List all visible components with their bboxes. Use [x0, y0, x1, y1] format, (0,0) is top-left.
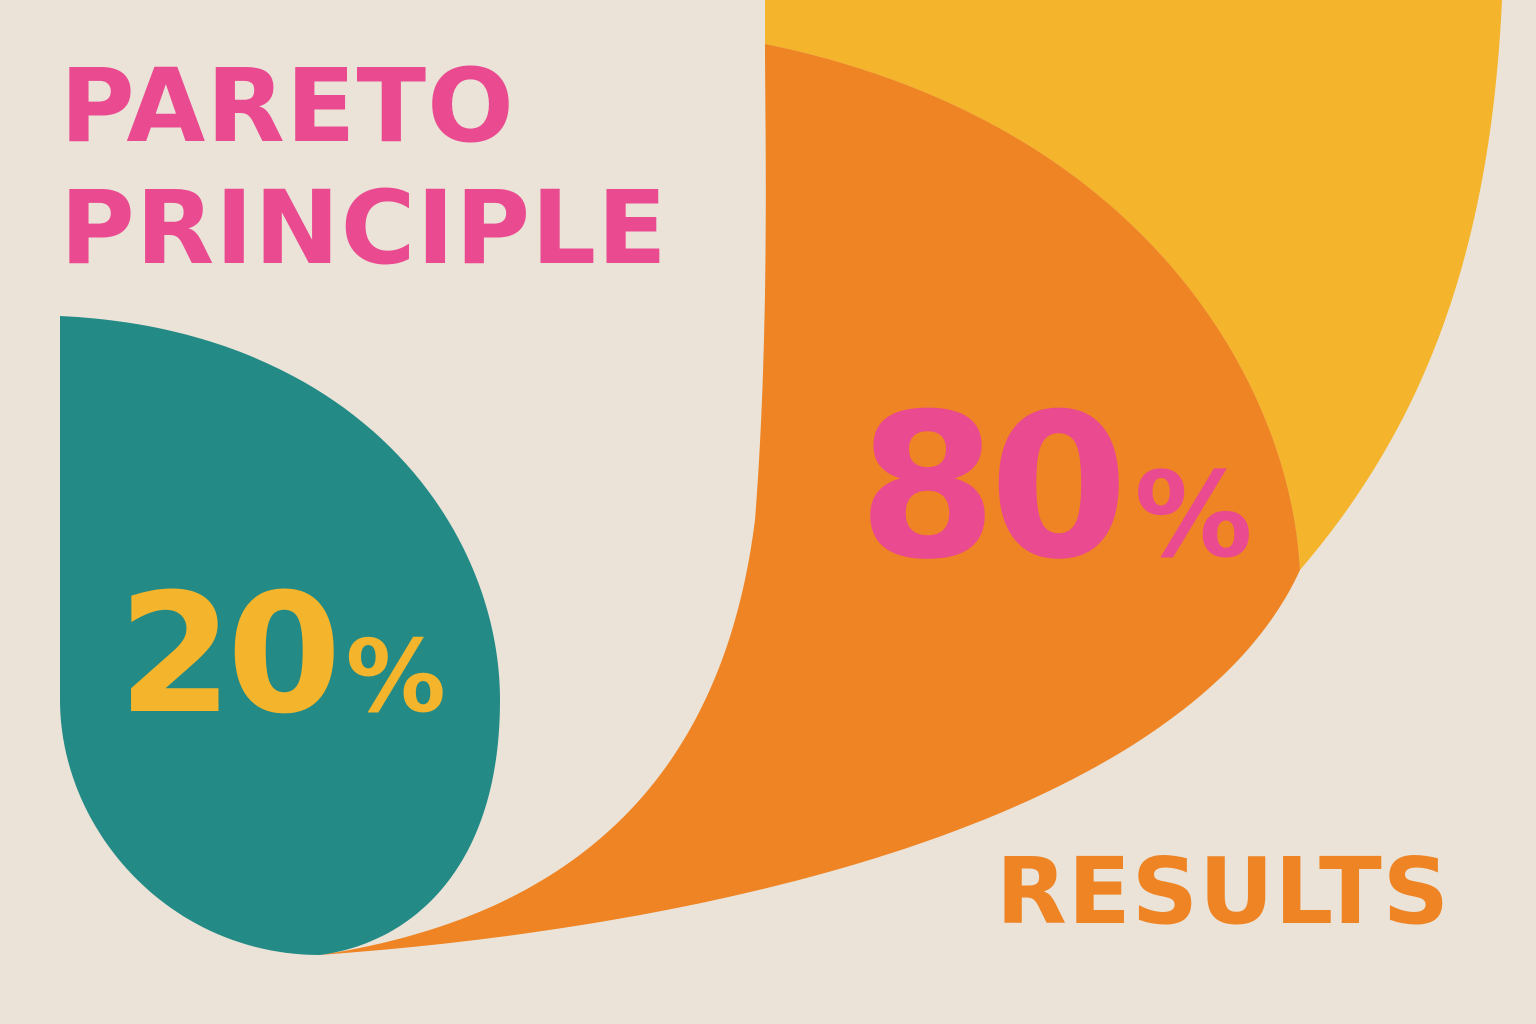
- teal-drop-shape: [60, 316, 500, 955]
- eighty-percent-symbol: %: [1134, 446, 1253, 584]
- title-line-1: PARETO: [60, 47, 515, 166]
- twenty-percent-value: 20: [118, 558, 342, 750]
- twenty-percent-symbol: %: [345, 618, 446, 735]
- orange-sweep-shape: [320, 44, 1300, 955]
- results-label: RESULTS: [996, 838, 1451, 945]
- yellow-arc-shape: [765, 0, 1502, 570]
- eighty-percent-label: 80%: [858, 388, 1253, 588]
- eighty-percent-value: 80: [858, 371, 1128, 604]
- twenty-percent-label: 20%: [118, 572, 446, 737]
- title-line-2: PRINCIPLE: [60, 169, 668, 288]
